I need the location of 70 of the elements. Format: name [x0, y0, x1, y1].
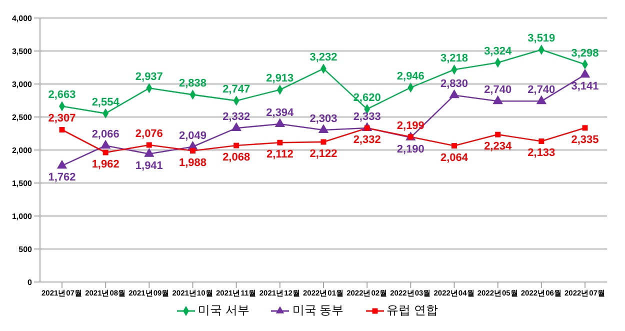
data-label: 3,218	[440, 52, 468, 65]
point	[102, 150, 108, 156]
data-label: 2,333	[353, 111, 381, 124]
data-label: 2,068	[222, 152, 250, 164]
data-label: 2,066	[92, 128, 120, 141]
y-tick-label: 4,000	[12, 14, 33, 23]
data-label: 2,133	[528, 147, 556, 160]
point	[536, 95, 547, 104]
data-label: 1,941	[135, 160, 163, 172]
point	[231, 122, 242, 132]
data-label: 3,141	[571, 80, 599, 93]
point	[452, 143, 457, 149]
point	[320, 139, 326, 145]
point	[146, 142, 152, 148]
y-tick-label: 0	[28, 278, 33, 287]
data-label: 2,747	[222, 84, 250, 96]
y-tick-label: 1,000	[12, 212, 33, 221]
y-tick-label: 2,500	[12, 112, 33, 122]
data-label: 2,946	[396, 70, 424, 83]
data-label: 2,913	[266, 72, 294, 85]
data-label: 2,112	[266, 148, 294, 161]
data-label: 2,937	[135, 71, 163, 84]
point	[274, 118, 286, 127]
data-label: 3,232	[310, 52, 338, 64]
data-label: 2,076	[135, 128, 163, 140]
point	[144, 148, 154, 157]
data-label: 2,838	[178, 78, 207, 90]
y-tick-label: 3,500	[12, 46, 33, 56]
point	[59, 127, 65, 132]
legend-label: 유럽 연합	[386, 302, 438, 319]
data-label: 2,554	[92, 96, 120, 108]
data-label: 2,332	[222, 111, 250, 124]
data-label: 1,762	[48, 172, 76, 184]
point	[234, 142, 240, 148]
data-label: 1,988	[178, 156, 207, 169]
data-label: 2,394	[266, 106, 295, 119]
point	[495, 132, 501, 138]
point	[277, 140, 283, 146]
data-label: 2,307	[48, 112, 76, 125]
data-label: 2,740	[484, 84, 512, 96]
point	[538, 138, 544, 144]
point	[492, 95, 503, 104]
point	[318, 124, 329, 133]
data-label: 2,049	[178, 130, 207, 142]
data-label: 2,332	[353, 134, 381, 146]
data-label: 3,519	[528, 32, 556, 45]
data-label: 2,740	[528, 84, 556, 96]
legend-label: 미국 서부	[196, 302, 250, 319]
data-label: 2,335	[571, 134, 599, 146]
point	[190, 148, 196, 154]
y-tick-label: 500	[18, 244, 33, 254]
data-label: 2,663	[48, 89, 76, 102]
data-label: 2,303	[310, 113, 338, 125]
data-label: 3,324	[484, 46, 512, 58]
point	[449, 89, 460, 98]
data-label: 2,064	[440, 152, 469, 164]
y-tick-label: 2,000	[12, 146, 33, 155]
point	[100, 140, 111, 149]
data-label: 2,122	[310, 148, 338, 160]
data-label: 3,298	[571, 47, 599, 60]
point	[582, 125, 588, 131]
point	[580, 68, 590, 78]
point	[56, 160, 68, 169]
legend-label: 미국 동부	[291, 302, 344, 319]
y-tick-label: 3,000	[12, 80, 33, 89]
data-label: 2,190	[396, 143, 424, 156]
data-label: 1,962	[92, 158, 120, 171]
y-tick-label: 1,500	[12, 178, 33, 188]
data-label: 2,830	[440, 78, 468, 90]
data-label: 2,234	[484, 140, 512, 153]
